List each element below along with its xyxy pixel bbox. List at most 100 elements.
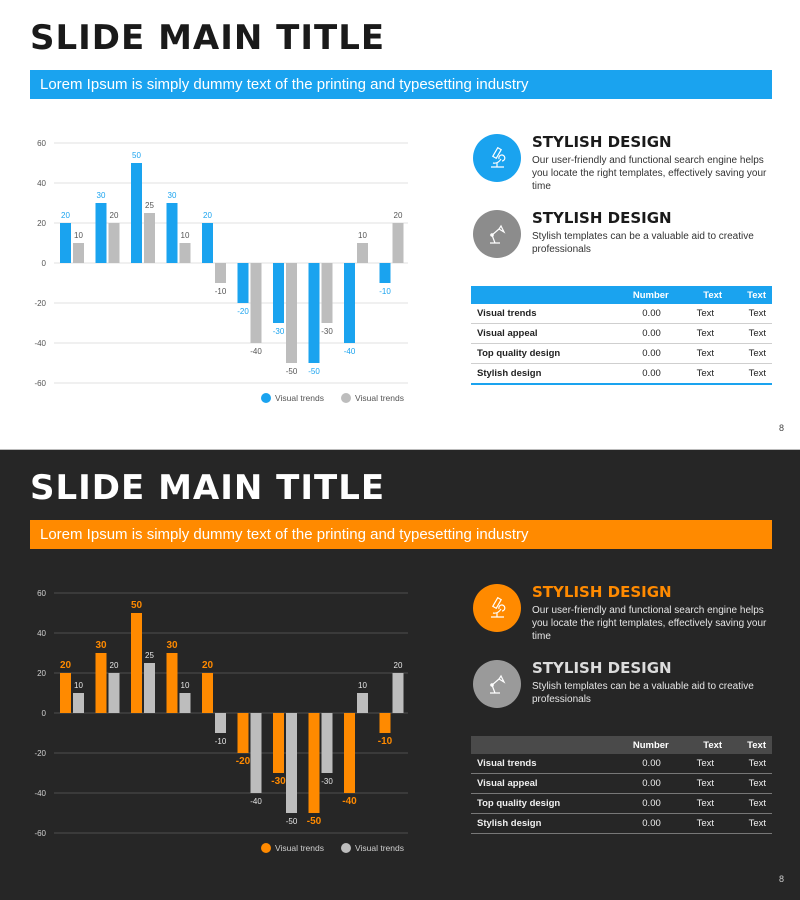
bar [166,653,178,713]
table-cell: Text [728,773,772,794]
bar [131,163,142,263]
table-header: Number [632,739,669,751]
data-label: 30 [168,191,177,200]
bar [250,713,262,793]
page-number: 8 [778,874,784,884]
bar [379,263,391,283]
bar [357,693,368,713]
data-label: 10 [181,681,190,690]
bar [60,673,71,713]
y-tick-label: 0 [42,259,47,268]
bar [202,673,213,713]
bar [108,673,120,713]
feature-description: Our user-friendly and functional search … [532,605,767,642]
table-cell: Text [674,304,729,324]
y-tick-label: 60 [37,589,46,598]
table-cell: 0.00 [606,813,675,834]
table-row: Visual appeal 0.00 Text Text [471,323,772,344]
data-label: -50 [286,367,298,376]
table-cell: Text [674,343,729,364]
table-header: Text [747,289,766,301]
bar [95,203,107,263]
bar [237,713,249,753]
table-cell: Text [728,754,772,774]
legend-label: Visual trends [275,393,324,403]
desk-lamp-icon [473,210,521,258]
y-tick-label: 60 [37,139,46,148]
table-cell: Text [674,793,729,814]
table-cell: Text [728,323,772,344]
table-cell: Visual trends [471,304,607,324]
bar [95,653,107,713]
data-label: 20 [203,211,212,220]
bar [250,263,262,343]
bar [144,213,155,263]
data-label: 20 [394,661,403,670]
table-cell: Stylish design [471,813,607,834]
table-cell: Text [728,793,772,814]
y-tick-label: -20 [34,299,46,308]
table-row: Top quality design 0.00 Text Text [471,793,772,814]
data-label: -10 [378,736,393,747]
subtitle-bar: Lorem Ipsum is simply dummy text of the … [30,520,772,549]
table-cell: 0.00 [606,323,675,344]
bar-chart: 60 40 20 0 -20 -40 -60 20 10 30 20 50 25 30 10 20 -10 -20… [34,589,408,853]
data-label: -30 [321,327,333,336]
table-cell: 0.00 [606,343,675,364]
table-cell: 0.00 [606,793,675,814]
table-row: Visual trends 0.00 Text Text [471,304,772,324]
y-tick-label: -60 [34,379,46,388]
data-label: 20 [61,211,70,220]
data-label: 30 [97,191,106,200]
table-header: Text [703,739,723,751]
data-label: 10 [358,681,367,690]
feature-description: Our user-friendly and functional search … [532,155,767,192]
bar [179,243,191,263]
feature-title: STYLISH DESIGN [532,583,672,601]
y-tick-label: -40 [34,789,46,798]
data-label: 20 [394,211,403,220]
feature-description: Stylish templates can be a valuable aid … [532,231,754,255]
table-cell: Text [728,304,772,324]
data-label: 20 [202,660,214,671]
table-cell: Text [728,343,772,364]
table-header-row: Number Text Text [471,736,772,754]
data-label: -50 [307,816,322,827]
table-header: Number [632,289,669,301]
slide-title: SLIDE MAIN TITLE [30,18,386,58]
table-header [471,286,607,304]
y-tick-label: 40 [37,179,46,188]
feature-title: STYLISH DESIGN [532,133,672,151]
table-cell: 0.00 [606,773,675,794]
data-label: 20 [110,661,119,670]
page-number: 8 [778,423,784,433]
bar [237,263,249,303]
bar [179,693,191,713]
table-row: Visual trends 0.00 Text Text [471,754,772,774]
data-label: 20 [110,211,119,220]
data-label: -40 [342,796,357,807]
bar [379,713,391,733]
bar [321,263,333,323]
data-label: 10 [74,231,83,240]
legend-label: Visual trends [355,843,404,853]
bar [108,223,120,263]
table-row: Stylish design 0.00 Text Text [471,813,772,834]
y-tick-label: 20 [37,219,46,228]
y-tick-label: -60 [34,829,46,838]
legend-marker [261,393,271,403]
feature-description: Stylish templates can be a valuable aid … [532,681,754,705]
data-label: -30 [321,777,333,786]
table-cell: Top quality design [471,343,607,364]
data-table: Number Text Text Visual trends 0.00 Text… [471,736,772,834]
bar [215,263,226,283]
table-cell: 0.00 [606,304,675,324]
table-cell: Text [674,754,729,774]
bar [202,223,213,263]
data-label: -30 [273,327,285,336]
subtitle-bar: Lorem Ipsum is simply dummy text of the … [30,70,772,99]
bar [215,713,226,733]
bar [357,243,368,263]
data-label: -20 [237,307,249,316]
data-label: 10 [358,231,367,240]
